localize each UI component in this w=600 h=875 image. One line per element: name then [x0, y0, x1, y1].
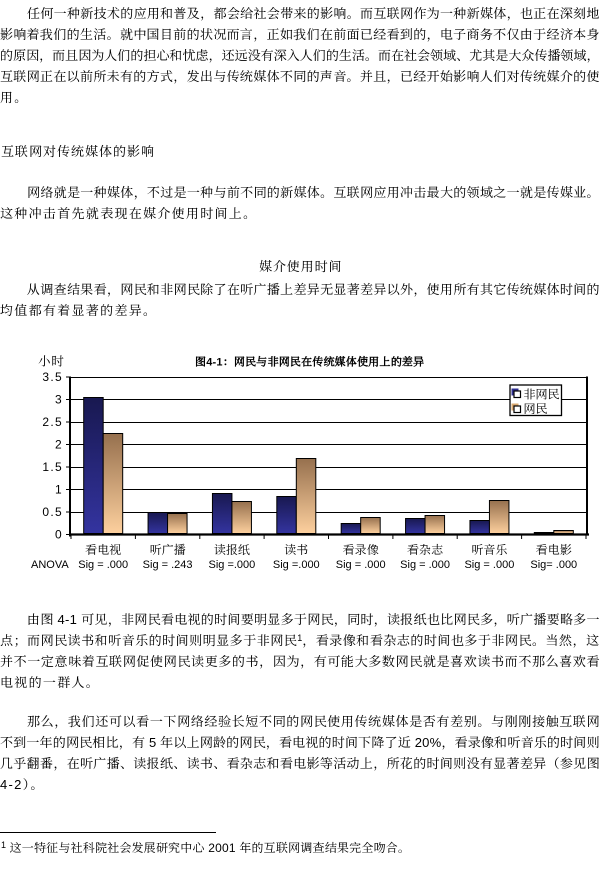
svg-text:Sig = .000: Sig = .000 [336, 559, 386, 571]
svg-text:1: 1 [55, 483, 63, 497]
svg-text:读报纸: 读报纸 [214, 541, 250, 558]
svg-text:2: 2 [55, 438, 63, 452]
svg-text:Sig =.000: Sig =.000 [209, 559, 256, 571]
svg-text:Sig = .000: Sig = .000 [78, 559, 128, 571]
svg-text:0.5: 0.5 [42, 505, 63, 519]
svg-text:Sig =.000: Sig =.000 [273, 559, 320, 571]
svg-text:Sig = .243: Sig = .243 [143, 559, 193, 571]
svg-text:读书: 读书 [284, 541, 308, 558]
svg-text:Sig= .000: Sig= .000 [530, 559, 577, 571]
svg-text:听音乐: 听音乐 [471, 541, 507, 558]
svg-text:1.5: 1.5 [42, 460, 63, 474]
svg-text:听广播: 听广播 [150, 541, 186, 558]
svg-text:Sig = .000: Sig = .000 [464, 559, 514, 571]
svg-text:0: 0 [55, 528, 63, 542]
svg-text:看电视: 看电视 [85, 541, 121, 558]
svg-text:网民: 网民 [524, 400, 548, 417]
svg-text:3.5: 3.5 [42, 370, 63, 384]
svg-text:Sig = .000: Sig = .000 [400, 559, 450, 571]
svg-text:图4-1：网民与非网民在传统媒体使用上的差异: 图4-1：网民与非网民在传统媒体使用上的差异 [195, 354, 424, 370]
svg-text:看电影: 看电影 [536, 541, 572, 558]
svg-text:3: 3 [55, 393, 63, 407]
svg-text:看杂志: 看杂志 [407, 541, 443, 558]
svg-text:ANOVA: ANOVA [31, 559, 69, 571]
svg-text:非网民: 非网民 [524, 386, 560, 403]
svg-text:小时: 小时 [38, 352, 65, 370]
svg-text:2.5: 2.5 [42, 415, 63, 429]
svg-text:看录像: 看录像 [343, 541, 379, 558]
